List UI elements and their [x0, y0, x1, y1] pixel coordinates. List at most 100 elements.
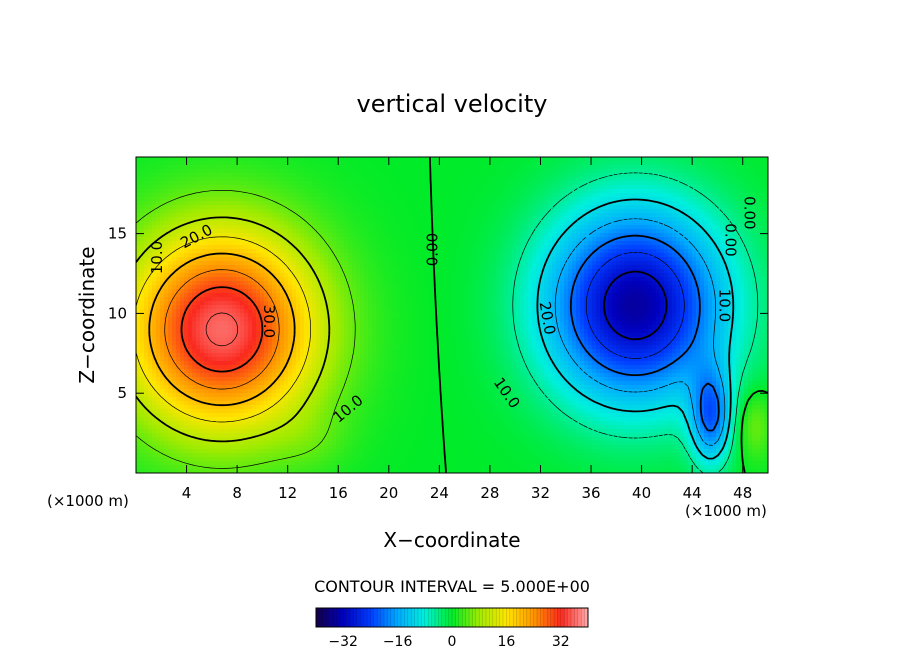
field-cell	[424, 261, 429, 266]
field-cell	[424, 173, 429, 178]
field-cell	[664, 197, 669, 202]
field-cell	[584, 157, 589, 162]
field-cell	[500, 217, 505, 222]
field-cell	[360, 257, 365, 262]
field-cell	[408, 165, 413, 170]
field-cell	[708, 181, 713, 186]
field-cell	[416, 161, 421, 166]
field-cell	[184, 185, 189, 190]
field-cell	[564, 193, 569, 198]
field-cell	[328, 189, 333, 194]
field-cell	[528, 253, 533, 258]
field-cell	[580, 253, 585, 258]
field-cell	[340, 253, 345, 258]
field-cell	[248, 193, 253, 198]
field-cell	[360, 229, 365, 234]
field-cell	[440, 181, 445, 186]
field-cell	[148, 241, 153, 246]
field-cell	[272, 233, 277, 238]
field-cell	[276, 157, 281, 162]
field-cell	[412, 181, 417, 186]
field-cell	[516, 281, 521, 286]
field-cell	[736, 173, 741, 178]
field-cell	[420, 225, 425, 230]
field-cell	[676, 189, 681, 194]
field-cell	[752, 177, 757, 182]
field-cell	[264, 161, 269, 166]
field-cell	[156, 253, 161, 258]
field-cell	[308, 237, 313, 242]
field-cell	[376, 173, 381, 178]
field-cell	[376, 229, 381, 234]
field-cell	[304, 253, 309, 258]
field-cell	[520, 169, 525, 174]
field-cell	[416, 201, 421, 206]
field-cell	[248, 261, 253, 266]
field-cell	[324, 225, 329, 230]
field-cell	[676, 249, 681, 254]
field-cell	[452, 161, 457, 166]
field-cell	[624, 201, 629, 206]
field-cell	[220, 177, 225, 182]
field-cell	[436, 249, 441, 254]
field-cell	[384, 169, 389, 174]
field-cell	[572, 201, 577, 206]
field-cell	[432, 213, 437, 218]
field-cell	[208, 225, 213, 230]
field-cell	[608, 165, 613, 170]
field-cell	[680, 257, 685, 262]
field-cell	[496, 201, 501, 206]
field-cell	[236, 273, 241, 278]
field-cell	[732, 189, 737, 194]
field-cell	[308, 269, 313, 274]
field-cell	[184, 217, 189, 222]
field-cell	[200, 181, 205, 186]
field-cell	[236, 245, 241, 250]
field-cell	[728, 209, 733, 214]
field-cell	[688, 265, 693, 270]
field-cell	[652, 157, 657, 162]
field-cell	[172, 205, 177, 210]
field-cell	[664, 233, 669, 238]
field-cell	[468, 269, 473, 274]
field-cell	[444, 233, 449, 238]
field-cell	[720, 173, 725, 178]
field-cell	[224, 201, 229, 206]
field-cell	[452, 201, 457, 206]
field-cell	[544, 245, 549, 250]
field-cell	[316, 217, 321, 222]
field-cell	[424, 193, 429, 198]
field-cell	[700, 273, 705, 278]
field-cell	[672, 197, 677, 202]
field-cell	[608, 213, 613, 218]
field-cell	[444, 189, 449, 194]
field-cell	[704, 177, 709, 182]
field-cell	[212, 213, 217, 218]
field-cell	[500, 193, 505, 198]
field-cell	[176, 161, 181, 166]
field-cell	[552, 261, 557, 266]
field-cell	[580, 205, 585, 210]
field-cell	[700, 213, 705, 218]
field-cell	[608, 173, 613, 178]
field-cell	[604, 169, 609, 174]
field-cell	[560, 217, 565, 222]
field-cell	[640, 249, 645, 254]
field-cell	[304, 269, 309, 274]
field-cell	[276, 265, 281, 270]
field-cell	[228, 197, 233, 202]
field-cell	[428, 269, 433, 274]
field-cell	[676, 265, 681, 270]
field-cell	[524, 201, 529, 206]
field-cell	[428, 197, 433, 202]
field-cell	[492, 273, 497, 278]
field-cell	[524, 241, 529, 246]
field-cell	[224, 209, 229, 214]
field-cell	[740, 257, 745, 262]
field-cell	[732, 161, 737, 166]
field-cell	[728, 205, 733, 210]
field-cell	[604, 249, 609, 254]
field-cell	[196, 173, 201, 178]
field-cell	[632, 169, 637, 174]
field-cell	[716, 169, 721, 174]
